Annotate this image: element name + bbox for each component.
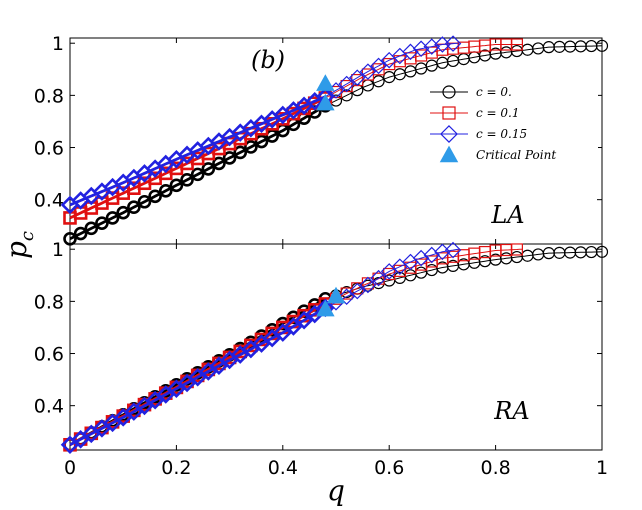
top-data-point (423, 38, 441, 55)
top-data-point (148, 189, 162, 204)
bottom-xtick-label: 0.8 (480, 457, 510, 479)
bottom-data-point (349, 282, 366, 300)
y-axis-label-main: p (0, 241, 33, 259)
top-critical-point-marker (316, 93, 335, 111)
bottom-data-point (444, 241, 462, 259)
bottom-critical-point-marker (326, 286, 346, 304)
bottom-data-point (412, 249, 430, 267)
x-axis-label: q (327, 474, 345, 507)
ticks-layer: 0.4 0.6 0.8 1 0.4 0.6 0.8 1 0 0.2 0.4 0.6 0.8 1 (34, 33, 608, 479)
bottom-panel-annotation: RA (493, 397, 529, 425)
legend-label: c = 0.1 (476, 106, 520, 120)
top-data-point (180, 173, 194, 187)
top-data-point (244, 140, 258, 154)
svg-text:pc: pc (0, 231, 38, 259)
top-data-point (349, 69, 366, 86)
bottom-ytick-label: 0.4 (34, 396, 64, 418)
legend-marker (442, 85, 456, 99)
top-data-point (63, 231, 77, 246)
bottom-data-point (294, 311, 314, 330)
top-series-line-thick-0 (69, 104, 327, 241)
legend-label: c = 0. (476, 85, 512, 99)
bottom-xtick-label: 0.4 (268, 457, 298, 479)
legend-label: Critical Point (476, 148, 556, 162)
bottom-series-line-thick-2 (69, 306, 327, 447)
legend-marker (439, 145, 459, 163)
legend-marker (440, 125, 458, 143)
bottom-xtick-label: 1 (596, 457, 608, 479)
top-data-point (402, 43, 419, 61)
critical-point-layer (316, 74, 346, 317)
top-data-point (444, 35, 462, 52)
top-data-point (84, 221, 99, 236)
top-series-line-thick-2 (69, 95, 326, 207)
top-data-point (73, 226, 88, 241)
bottom-ytick-label: 0.6 (34, 344, 64, 366)
top-data-point (137, 194, 152, 209)
bottom-data-point (370, 269, 387, 287)
top-data-point (127, 200, 141, 215)
bottom-ytick-label: 1 (52, 239, 64, 261)
bottom-data-point (510, 243, 523, 256)
legend: c = 0. c = 0.1 c = 0.15 Critical Point (424, 84, 598, 174)
bottom-xtick-label: 0.6 (374, 457, 404, 479)
top-data-point (201, 162, 216, 176)
panel-tag: (b) (251, 46, 285, 74)
bottom-critical-point-marker (316, 299, 335, 317)
top-panel-annotation: LA (490, 201, 524, 229)
bottom-xtick-label: 0 (64, 457, 76, 479)
top-data-point (190, 167, 205, 182)
top-data-point (222, 151, 237, 165)
bottom-data-point (434, 243, 451, 261)
top-data-point (370, 57, 387, 75)
bottom-data-point (423, 246, 441, 264)
y-axis-label: pc (0, 231, 38, 259)
top-data-point (105, 211, 120, 225)
top-data-point (595, 39, 609, 52)
top-data-point (338, 75, 355, 93)
top-ytick-label: 0.4 (34, 190, 64, 212)
top-critical-point-marker (316, 74, 335, 91)
bottom-data-point (359, 276, 377, 294)
top-data-point (116, 205, 130, 220)
series-layer (60, 35, 609, 455)
legend-label: c = 0.15 (476, 127, 527, 141)
top-ytick-label: 1 (52, 33, 64, 55)
top-data-point (95, 216, 109, 230)
legend-marker (442, 106, 456, 120)
bottom-data-point (338, 288, 355, 305)
bottom-ytick-label: 0.8 (34, 291, 64, 313)
top-data-point (233, 145, 248, 160)
top-data-point (254, 134, 269, 149)
top-data-point (510, 38, 523, 51)
top-data-point (359, 63, 377, 80)
y-axis-label-sub: c (17, 231, 38, 241)
top-data-point (372, 75, 385, 88)
bottom-panel-frame (69, 243, 603, 451)
bottom-data-point (273, 323, 293, 342)
top-data-point (169, 178, 184, 193)
bottom-data-point (595, 245, 609, 258)
top-data-point (212, 156, 226, 171)
bottom-xtick-label: 0.2 (161, 457, 191, 479)
bottom-data-point (284, 317, 303, 336)
top-ytick-label: 0.8 (34, 85, 64, 107)
top-data-point (412, 40, 430, 57)
top-data-point (158, 184, 173, 198)
top-ytick-label: 0.6 (34, 138, 64, 160)
